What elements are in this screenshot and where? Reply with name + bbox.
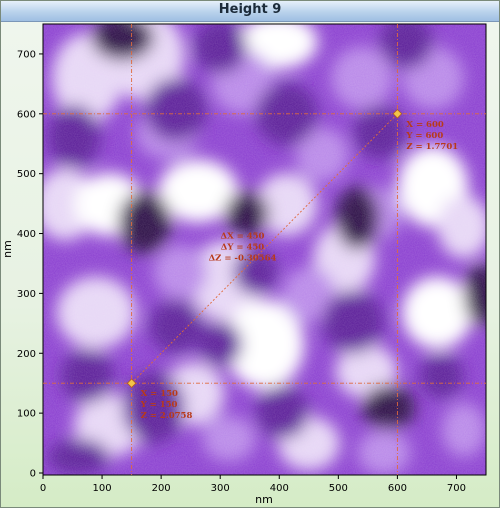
x-tick-label: 0	[40, 483, 46, 494]
x-tick-label: 500	[329, 483, 348, 494]
delta-readout: ΔY = 450	[221, 243, 265, 253]
cursor-2-readout: Z = 1.7701	[406, 142, 458, 152]
y-tick-label: 0	[30, 469, 36, 480]
x-tick-label: 400	[270, 483, 289, 494]
cursor-2-readout: X = 600	[406, 120, 443, 130]
cursor-1-readout: Z = 2.0758	[141, 411, 193, 421]
y-tick-label: 700	[17, 49, 36, 60]
delta-readout: ΔX = 450	[221, 232, 265, 242]
measurement-line	[131, 113, 398, 384]
cursor-marker-2[interactable]	[392, 108, 403, 119]
x-axis-label: nm	[255, 493, 273, 506]
x-tick-label: 200	[152, 483, 171, 494]
delta-readout: ΔZ = -0.30564	[209, 254, 277, 264]
cursor-marker-1[interactable]	[126, 378, 137, 389]
y-axis: 0 100 200 300 400 500 600 700	[17, 49, 43, 480]
cursor-1-readout: X = 150	[141, 389, 178, 399]
x-axis: 0 100 200 300 400 500 600 700	[40, 475, 466, 494]
y-tick-label: 500	[17, 169, 36, 180]
y-tick-label: 600	[17, 109, 36, 120]
y-tick-label: 100	[17, 409, 36, 420]
cursor-1-readout: Y = 150	[140, 400, 178, 410]
title-bar[interactable]: Height 9	[1, 1, 499, 22]
x-tick-label: 300	[211, 483, 230, 494]
x-tick-label: 100	[93, 483, 112, 494]
window-title: Height 9	[218, 2, 282, 17]
y-axis-label: nm	[1, 240, 14, 258]
height-map-image	[43, 24, 486, 475]
y-tick-label: 300	[17, 289, 36, 300]
x-tick-label: 700	[447, 483, 466, 494]
cursor-2-readout: Y = 600	[405, 131, 443, 141]
y-tick-label: 400	[17, 229, 36, 240]
x-tick-label: 600	[388, 483, 407, 494]
plot-frame	[42, 23, 487, 476]
y-tick-label: 200	[17, 349, 36, 360]
